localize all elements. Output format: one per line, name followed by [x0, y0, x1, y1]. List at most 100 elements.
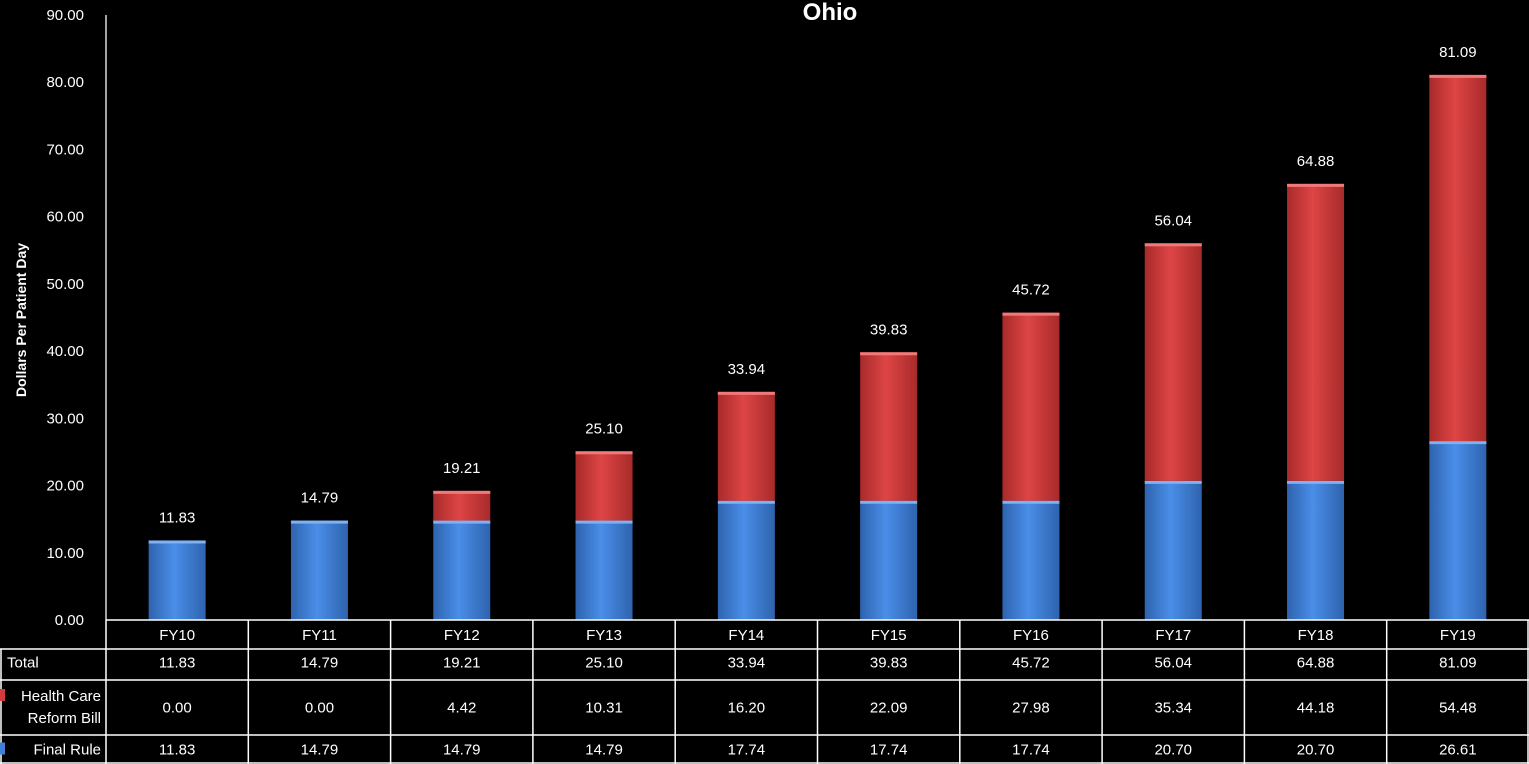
- y-axis-ticks: 0.00 10.00 20.00 30.00 40.00 50.00 60.00 70.00 8…: [46, 7, 84, 629]
- bar-cap-highlight: [1287, 183, 1345, 187]
- bar-final-rule-fy11: [290, 520, 348, 620]
- bar-cap-highlight: [148, 540, 206, 544]
- table-cell-health-care-reform-fy14: 16.20: [728, 700, 766, 717]
- y-tick-label: 70.00: [46, 141, 84, 158]
- total-data-label-fy19: 81.09: [1439, 44, 1477, 61]
- legend-key-health-care-reform: [0, 689, 5, 701]
- table-cell-final-rule-fy12: 14.79: [443, 742, 481, 759]
- total-data-label-fy16: 45.72: [1012, 282, 1050, 299]
- table-cell-health-care-reform-fy11: 0.00: [305, 700, 334, 717]
- table-cell-final-rule-fy17: 20.70: [1154, 742, 1192, 759]
- bar-cap-highlight: [1429, 441, 1487, 445]
- table-cell-final-rule-fy16: 17.74: [1012, 742, 1050, 759]
- data-table: FY10 FY11 FY12 FY13 FY14 FY15 FY16 FY17 FY18 FY19…: [0, 619, 1529, 764]
- table-cell-total-fy14: 33.94: [728, 655, 766, 672]
- y-tick-label: 50.00: [46, 276, 84, 293]
- bar-health-care-reform-fy17: [1144, 243, 1202, 481]
- bar-health-care-reform-fy13: [575, 451, 633, 521]
- table-cell-health-care-reform-fy18: 44.18: [1297, 700, 1335, 717]
- chart-title: Ohio: [803, 0, 858, 26]
- table-cell-total-fy17: 56.04: [1154, 655, 1192, 672]
- table-header-fy19: FY19: [1440, 627, 1476, 644]
- bar-final-rule-fy16: [1002, 500, 1060, 620]
- table-cell-final-rule-fy13: 14.79: [585, 742, 623, 759]
- y-tick-label: 90.00: [46, 7, 84, 24]
- table-cell-final-rule-fy18: 20.70: [1297, 742, 1335, 759]
- y-tick-label: 80.00: [46, 74, 84, 91]
- table-cell-health-care-reform-fy17: 35.34: [1154, 700, 1192, 717]
- table-header-fy12: FY12: [444, 627, 480, 644]
- bar-cap-highlight: [290, 520, 348, 524]
- table-row-label-health-care-reform-line1: Health Care: [21, 688, 101, 705]
- bar-health-care-reform-fy15: [860, 352, 918, 501]
- bar-cap-highlight: [1002, 500, 1060, 504]
- bar-final-rule-fy12: [433, 520, 491, 620]
- bar-cap-highlight: [433, 490, 491, 494]
- y-tick-label: 0.00: [55, 612, 84, 629]
- total-data-label-fy15: 39.83: [870, 321, 908, 338]
- bar-cap-highlight: [860, 500, 918, 504]
- table-cell-final-rule-fy14: 17.74: [728, 742, 766, 759]
- total-data-label-fy17: 56.04: [1154, 212, 1192, 229]
- table-header-fy14: FY14: [728, 627, 764, 644]
- bars: [148, 74, 1487, 620]
- bar-cap-highlight: [1144, 243, 1202, 247]
- bar-cap-highlight: [1144, 480, 1202, 484]
- table-cell-health-care-reform-fy10: 0.00: [163, 700, 192, 717]
- table-header-fy15: FY15: [871, 627, 907, 644]
- bar-cap-highlight: [1429, 74, 1487, 78]
- bar-cap-highlight: [575, 520, 633, 524]
- bar-health-care-reform-fy12: [433, 490, 491, 521]
- bar-health-care-reform-fy19: [1429, 74, 1487, 442]
- bar-health-care-reform-fy14: [717, 391, 775, 501]
- y-tick-label: 30.00: [46, 410, 84, 427]
- table-header-fy18: FY18: [1298, 627, 1334, 644]
- legend-key-final-rule: [0, 742, 5, 755]
- table-cell-final-rule-fy19: 26.61: [1439, 742, 1477, 759]
- table-header-fy13: FY13: [586, 627, 622, 644]
- table-cell-total-fy11: 14.79: [301, 655, 339, 672]
- bar-final-rule-fy14: [717, 500, 775, 620]
- table-cell-total-fy10: 11.83: [159, 655, 195, 672]
- table-cell-total-fy18: 64.88: [1297, 655, 1335, 672]
- bar-final-rule-fy15: [860, 500, 918, 620]
- bar-cap-highlight: [1287, 480, 1345, 484]
- bar-cap-highlight: [1002, 312, 1060, 316]
- table-header-fy17: FY17: [1155, 627, 1191, 644]
- bar-cap-highlight: [717, 500, 775, 504]
- data-labels: 11.83 14.79 19.21 25.10 33.94 39.83 45.72 56.04…: [159, 44, 1477, 527]
- table-row-label-final-rule: Final Rule: [33, 742, 101, 759]
- bar-final-rule-fy18: [1287, 480, 1345, 620]
- table-header-fy10: FY10: [159, 627, 195, 644]
- total-data-label-fy11: 14.79: [301, 490, 339, 507]
- table-cell-total-fy16: 45.72: [1012, 655, 1050, 672]
- total-data-label-fy14: 33.94: [728, 361, 766, 378]
- table-cell-health-care-reform-fy12: 4.42: [447, 700, 476, 717]
- table-cell-total-fy13: 25.10: [585, 655, 623, 672]
- table-header-fy16: FY16: [1013, 627, 1049, 644]
- y-tick-label: 40.00: [46, 343, 84, 360]
- bar-final-rule-fy10: [148, 540, 206, 620]
- bar-final-rule-fy13: [575, 520, 633, 620]
- table-cell-health-care-reform-fy19: 54.48: [1439, 700, 1477, 717]
- total-data-label-fy18: 64.88: [1297, 153, 1335, 170]
- bar-cap-highlight: [575, 451, 633, 455]
- table-cell-health-care-reform-fy15: 22.09: [870, 700, 908, 717]
- table-cell-total-fy15: 39.83: [870, 655, 908, 672]
- table-cell-final-rule-fy11: 14.79: [301, 742, 339, 759]
- table-cell-total-fy12: 19.21: [443, 655, 481, 672]
- total-data-label-fy10: 11.83: [159, 509, 195, 526]
- y-tick-label: 10.00: [46, 545, 84, 562]
- bar-cap-highlight: [717, 391, 775, 395]
- table-cell-health-care-reform-fy16: 27.98: [1012, 700, 1050, 717]
- bar-cap-highlight: [433, 520, 491, 524]
- bar-health-care-reform-fy16: [1002, 312, 1060, 501]
- bar-health-care-reform-fy18: [1287, 183, 1345, 481]
- y-tick-label: 60.00: [46, 209, 84, 226]
- total-data-label-fy13: 25.10: [585, 420, 623, 437]
- bar-cap-highlight: [860, 352, 918, 356]
- bar-final-rule-fy17: [1144, 480, 1202, 620]
- table-cell-total-fy19: 81.09: [1439, 655, 1477, 672]
- total-data-label-fy12: 19.21: [443, 460, 481, 477]
